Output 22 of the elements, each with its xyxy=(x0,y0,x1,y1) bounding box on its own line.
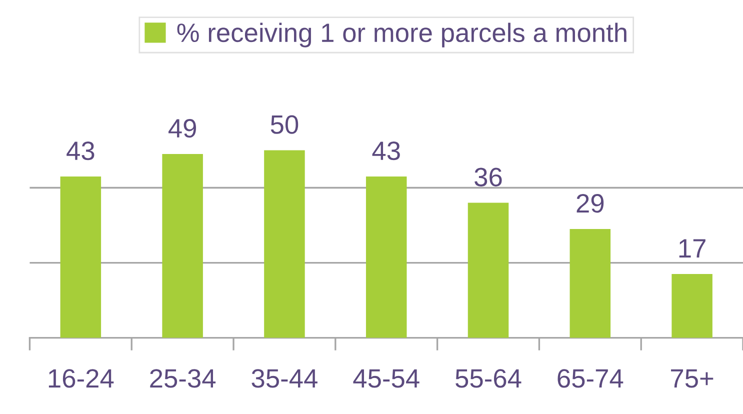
bar xyxy=(60,176,102,338)
x-tick-label: 25-34 xyxy=(150,369,216,388)
bar xyxy=(570,229,611,338)
bar xyxy=(366,176,407,338)
x-tick-label: 16-24 xyxy=(48,369,114,388)
data-label: 49 xyxy=(168,118,196,138)
bar xyxy=(672,274,712,338)
data-label: 43 xyxy=(66,141,94,160)
bar xyxy=(264,150,305,338)
data-label: 50 xyxy=(270,115,298,134)
x-tick-label: 55-64 xyxy=(456,369,522,388)
x-tick-label: 65-74 xyxy=(558,369,624,388)
data-label: 43 xyxy=(372,141,400,160)
data-label: 36 xyxy=(474,168,502,186)
bar xyxy=(468,202,509,338)
x-tick-label: 45-54 xyxy=(353,369,420,388)
x-tick-label: 75+ xyxy=(671,369,714,388)
data-label: 29 xyxy=(576,194,604,213)
legend-label: % receiving 1 or more parcels a month xyxy=(177,22,626,48)
x-tick-label: 35-44 xyxy=(252,369,318,388)
bar xyxy=(162,154,203,338)
data-label: 17 xyxy=(679,239,706,258)
